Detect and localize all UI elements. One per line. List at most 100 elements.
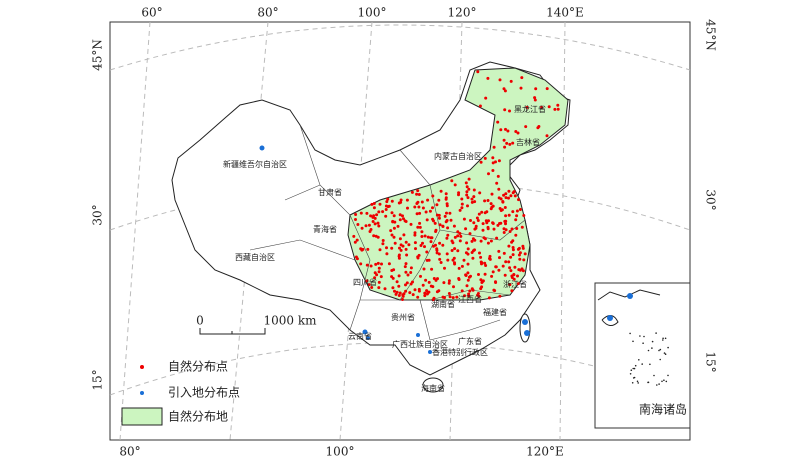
graticule-label: 15°	[91, 369, 105, 390]
natural-point	[457, 191, 461, 195]
graticule-label: 45°N	[91, 39, 105, 71]
natural-point	[502, 193, 506, 197]
natural-point	[508, 142, 512, 146]
introduced-point	[416, 333, 420, 337]
natural-point	[458, 239, 462, 243]
natural-point	[355, 238, 359, 242]
meridian	[119, 21, 151, 441]
natural-point	[470, 197, 474, 201]
natural-point	[424, 278, 428, 282]
natural-point	[413, 231, 417, 235]
natural-point	[497, 187, 501, 191]
graticule-label: 30°	[704, 189, 718, 210]
natural-point	[421, 283, 425, 287]
graticule-label: 120°E	[526, 445, 564, 459]
natural-point	[377, 266, 381, 270]
natural-point	[498, 256, 501, 260]
natural-point	[481, 222, 485, 226]
natural-point	[437, 198, 441, 202]
natural-point	[423, 291, 427, 295]
natural-point	[445, 219, 449, 222]
natural-point	[483, 156, 487, 160]
natural-point	[487, 172, 490, 176]
natural-point	[476, 292, 480, 295]
natural-point	[467, 275, 471, 279]
natural-point	[504, 260, 508, 264]
natural-point	[496, 223, 500, 227]
natural-point	[502, 227, 506, 231]
natural-point	[516, 274, 519, 278]
natural-point	[502, 251, 506, 255]
introduced-points	[259, 145, 530, 354]
natural-point	[365, 263, 369, 267]
natural-point	[520, 76, 524, 80]
natural-point	[425, 250, 429, 254]
natural-point	[518, 268, 522, 272]
province-label: 新疆维吾尔自治区	[223, 159, 287, 169]
natural-point	[477, 212, 481, 216]
natural-point	[488, 254, 492, 258]
natural-point	[479, 255, 483, 259]
natural-point	[391, 286, 395, 290]
natural-point	[511, 210, 515, 214]
natural-point	[478, 191, 482, 195]
natural-point	[404, 262, 408, 266]
natural-point	[380, 262, 383, 266]
natural-point	[381, 239, 385, 242]
natural-point	[371, 220, 375, 223]
province-label: 香港特别行政区	[432, 347, 488, 357]
natural-point	[369, 264, 373, 268]
natural-point	[457, 266, 461, 270]
natural-point	[498, 294, 502, 298]
natural-point	[415, 192, 419, 196]
natural-point	[507, 189, 511, 193]
natural-point	[466, 262, 470, 266]
island	[663, 379, 665, 382]
natural-point	[514, 233, 518, 237]
natural-point	[519, 86, 523, 90]
introduced-point	[428, 350, 432, 354]
natural-point	[421, 241, 424, 245]
natural-point	[452, 285, 455, 289]
natural-point	[404, 220, 408, 223]
island	[656, 384, 658, 386]
natural-point	[411, 293, 415, 297]
natural-point	[456, 234, 460, 238]
natural-point	[447, 292, 451, 295]
natural-point	[374, 262, 378, 266]
inset-label: 南海诸岛	[639, 402, 687, 417]
island	[655, 332, 657, 334]
natural-point	[435, 213, 439, 217]
natural-point	[504, 214, 508, 218]
legend-swatch	[140, 391, 144, 395]
natural-point	[442, 281, 446, 285]
natural-point	[468, 232, 472, 236]
natural-point	[456, 249, 460, 253]
natural-point	[383, 287, 387, 291]
natural-point	[499, 209, 503, 212]
natural-point	[523, 252, 527, 256]
natural-point	[398, 291, 402, 295]
natural-point	[405, 198, 409, 202]
natural-point	[556, 107, 560, 111]
natural-point	[469, 219, 472, 222]
island	[667, 346, 669, 349]
natural-point	[431, 194, 435, 198]
natural-point	[376, 221, 380, 225]
province-label: 西藏自治区	[235, 252, 275, 262]
natural-point	[540, 105, 544, 109]
natural-point	[470, 287, 474, 291]
natural-point	[492, 145, 496, 149]
natural-point	[404, 247, 408, 251]
introduced-point	[607, 315, 613, 321]
province-label: 内蒙古自治区	[434, 151, 482, 161]
natural-point	[368, 230, 372, 233]
natural-point	[509, 269, 513, 273]
natural-point	[390, 246, 394, 250]
natural-point	[384, 214, 388, 218]
natural-point	[473, 227, 477, 231]
natural-point	[478, 251, 481, 255]
natural-point	[515, 209, 519, 213]
introduced-point	[524, 330, 530, 336]
natural-point	[443, 296, 446, 300]
